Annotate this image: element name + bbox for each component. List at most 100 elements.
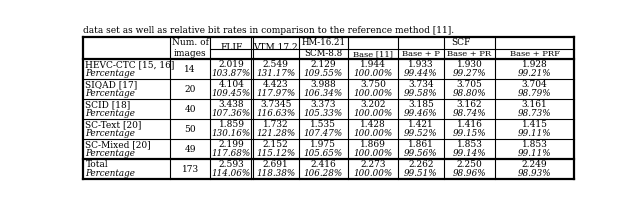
- Text: 100.00%: 100.00%: [353, 169, 392, 178]
- Text: 2.416: 2.416: [310, 160, 336, 169]
- Text: 2.593: 2.593: [219, 160, 244, 169]
- Text: 4.423: 4.423: [263, 80, 289, 89]
- Text: 3.734: 3.734: [408, 80, 434, 89]
- Text: 106.28%: 106.28%: [304, 169, 343, 178]
- Text: 3.202: 3.202: [360, 100, 386, 109]
- Text: 103.87%: 103.87%: [212, 69, 251, 78]
- Text: 3.438: 3.438: [219, 100, 244, 109]
- Text: Num. of
images: Num. of images: [172, 38, 209, 58]
- Text: 2.249: 2.249: [522, 160, 547, 169]
- Text: 98.96%: 98.96%: [452, 169, 486, 178]
- Text: VTM 17.2: VTM 17.2: [253, 43, 298, 53]
- Text: 2.273: 2.273: [360, 160, 386, 169]
- Text: 1.861: 1.861: [408, 140, 434, 149]
- Text: Percentage: Percentage: [85, 69, 135, 78]
- Text: 107.36%: 107.36%: [212, 109, 251, 118]
- Text: 2.019: 2.019: [219, 60, 244, 69]
- Text: 20: 20: [184, 85, 196, 94]
- Text: 99.52%: 99.52%: [404, 129, 438, 138]
- Text: SIQAD [17]: SIQAD [17]: [85, 80, 138, 89]
- Text: SCID [18]: SCID [18]: [85, 100, 131, 109]
- Text: 117.97%: 117.97%: [256, 89, 295, 98]
- Text: 99.14%: 99.14%: [452, 149, 486, 158]
- Text: 2.199: 2.199: [219, 140, 244, 149]
- Text: FLIF: FLIF: [220, 43, 243, 53]
- Text: 1.416: 1.416: [456, 120, 483, 129]
- Text: 100.00%: 100.00%: [353, 109, 392, 118]
- Text: Percentage: Percentage: [85, 89, 135, 98]
- Text: 1.859: 1.859: [218, 120, 244, 129]
- Text: Percentage: Percentage: [85, 169, 135, 178]
- Text: 2.549: 2.549: [263, 60, 289, 69]
- Text: Base + P: Base + P: [402, 50, 440, 58]
- Text: 4.104: 4.104: [219, 80, 244, 89]
- Text: Total: Total: [85, 160, 108, 169]
- Text: HEVC-CTC [15, 16]: HEVC-CTC [15, 16]: [85, 60, 175, 69]
- Text: 99.51%: 99.51%: [404, 169, 438, 178]
- Text: 50: 50: [184, 125, 196, 134]
- Text: 2.250: 2.250: [456, 160, 483, 169]
- Text: Percentage: Percentage: [85, 109, 135, 118]
- Text: 115.12%: 115.12%: [256, 149, 295, 158]
- Text: 99.15%: 99.15%: [452, 129, 486, 138]
- Text: 1.933: 1.933: [408, 60, 434, 69]
- Text: 99.11%: 99.11%: [518, 149, 551, 158]
- Text: 105.33%: 105.33%: [304, 109, 343, 118]
- Text: SC-Mixed [20]: SC-Mixed [20]: [85, 140, 151, 149]
- Text: 98.93%: 98.93%: [518, 169, 551, 178]
- Text: HM-16.21
SCM-8.8: HM-16.21 SCM-8.8: [301, 38, 346, 58]
- Text: SCF: SCF: [452, 38, 471, 48]
- Text: 99.56%: 99.56%: [404, 149, 438, 158]
- Text: 98.80%: 98.80%: [452, 89, 486, 98]
- Text: 100.00%: 100.00%: [353, 129, 392, 138]
- Text: Base [11]: Base [11]: [353, 50, 393, 58]
- Text: 109.45%: 109.45%: [212, 89, 251, 98]
- Text: 100.00%: 100.00%: [353, 69, 392, 78]
- Text: 1.535: 1.535: [310, 120, 337, 129]
- Text: 3.750: 3.750: [360, 80, 386, 89]
- Text: 100.00%: 100.00%: [353, 149, 392, 158]
- Text: 1.421: 1.421: [408, 120, 434, 129]
- Text: data set as well as relative bit rates in comparison to the reference method [11: data set as well as relative bit rates i…: [83, 26, 454, 35]
- Text: 2.152: 2.152: [263, 140, 289, 149]
- Text: 1.853: 1.853: [522, 140, 547, 149]
- Text: 2.262: 2.262: [408, 160, 434, 169]
- Text: 3.185: 3.185: [408, 100, 434, 109]
- Text: 130.16%: 130.16%: [212, 129, 251, 138]
- Text: 3.373: 3.373: [310, 100, 336, 109]
- Text: Percentage: Percentage: [85, 149, 135, 158]
- Text: 98.79%: 98.79%: [518, 89, 551, 98]
- Text: 105.65%: 105.65%: [304, 149, 343, 158]
- Text: 99.27%: 99.27%: [452, 69, 486, 78]
- Text: 1.732: 1.732: [263, 120, 289, 129]
- Text: 99.58%: 99.58%: [404, 89, 438, 98]
- Text: 99.46%: 99.46%: [404, 109, 438, 118]
- Text: 1.930: 1.930: [456, 60, 483, 69]
- Text: Base + PRF: Base + PRF: [509, 50, 559, 58]
- Text: 99.11%: 99.11%: [518, 129, 551, 138]
- Text: 114.06%: 114.06%: [212, 169, 251, 178]
- Text: 117.68%: 117.68%: [212, 149, 251, 158]
- Text: 3.162: 3.162: [456, 100, 483, 109]
- Text: 99.21%: 99.21%: [518, 69, 551, 78]
- Text: Base + PR: Base + PR: [447, 50, 492, 58]
- Text: 99.44%: 99.44%: [404, 69, 438, 78]
- Text: 2.691: 2.691: [263, 160, 289, 169]
- Text: 118.38%: 118.38%: [256, 169, 295, 178]
- Text: 40: 40: [184, 105, 196, 114]
- Text: 3.7345: 3.7345: [260, 100, 291, 109]
- Text: 1.869: 1.869: [360, 140, 386, 149]
- Text: 1.975: 1.975: [310, 140, 337, 149]
- Text: 106.34%: 106.34%: [304, 89, 343, 98]
- Text: 107.47%: 107.47%: [304, 129, 343, 138]
- Text: 1.928: 1.928: [522, 60, 547, 69]
- Text: 3.161: 3.161: [522, 100, 547, 109]
- Text: 100.00%: 100.00%: [353, 89, 392, 98]
- Text: 3.704: 3.704: [522, 80, 547, 89]
- Text: 49: 49: [184, 145, 196, 154]
- Text: 1.428: 1.428: [360, 120, 386, 129]
- Text: 173: 173: [182, 165, 198, 174]
- Text: Percentage: Percentage: [85, 129, 135, 138]
- Text: SC-Text [20]: SC-Text [20]: [85, 120, 142, 129]
- Text: 3.988: 3.988: [310, 80, 336, 89]
